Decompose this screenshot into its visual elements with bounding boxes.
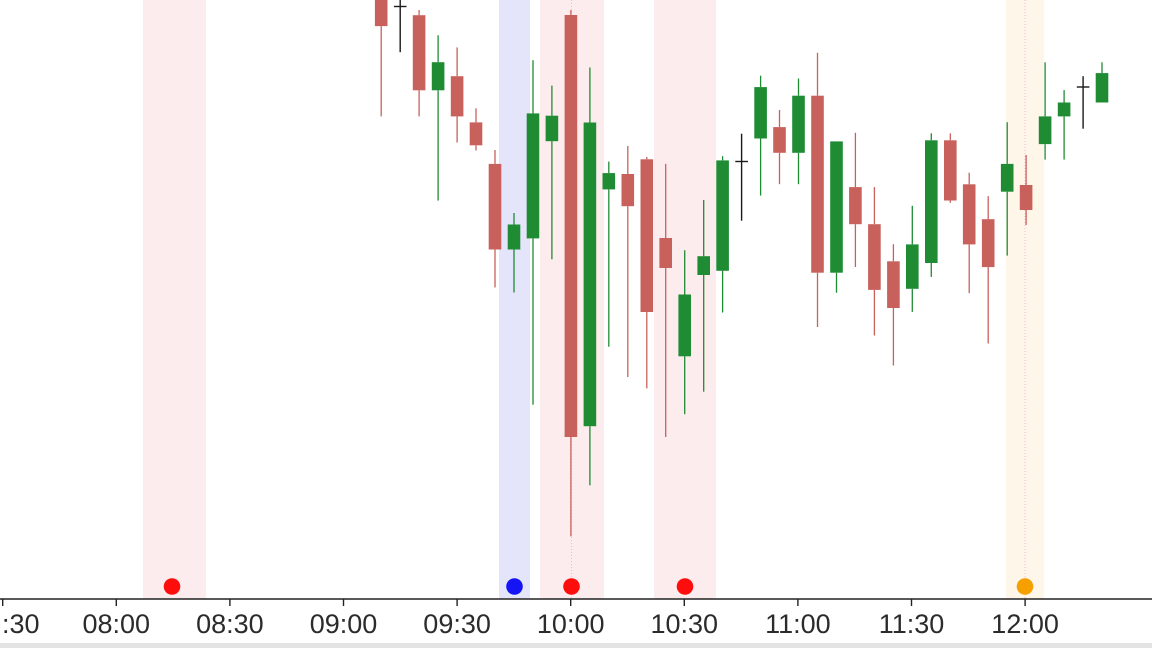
svg-text:10:00: 10:00 [537,609,605,639]
svg-text:08:30: 08:30 [196,609,264,639]
svg-text:08:00: 08:00 [83,609,151,639]
svg-text:09:30: 09:30 [423,609,491,639]
svg-text:11:30: 11:30 [879,609,945,639]
svg-text:11:00: 11:00 [765,609,831,639]
svg-text::30: :30 [2,609,40,639]
svg-text:09:00: 09:00 [310,609,378,639]
svg-text:12:00: 12:00 [991,609,1059,639]
svg-text:10:30: 10:30 [651,609,719,639]
